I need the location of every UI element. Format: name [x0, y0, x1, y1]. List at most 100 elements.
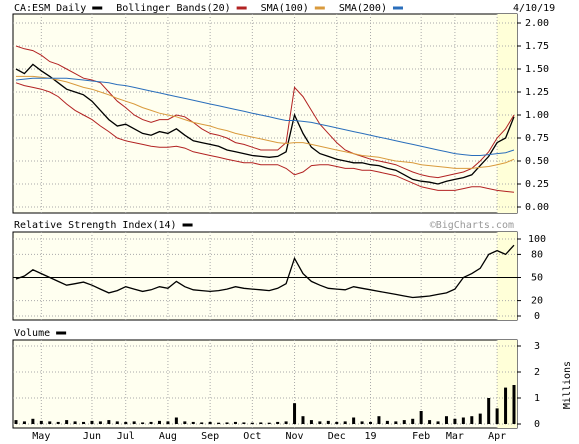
legend-label: SMA(200)	[339, 3, 387, 14]
x-tick-label: Jun	[83, 431, 101, 442]
volume-bar	[48, 421, 52, 424]
volume-bar	[90, 420, 94, 424]
series-line	[15, 63, 515, 185]
volume-bar	[318, 421, 322, 424]
volume-bar	[259, 422, 263, 424]
legend-swatch	[236, 6, 247, 10]
legend-label: Bollinger Bands(20)	[116, 3, 230, 14]
volume-bar	[124, 421, 128, 424]
legend-swatch	[92, 6, 103, 10]
y-tick-label: 2.00	[525, 18, 549, 29]
volume-bar	[293, 403, 297, 424]
volume-bar	[352, 417, 356, 424]
volume-bar	[470, 416, 474, 424]
volume-bar	[225, 422, 229, 424]
x-tick-label: Aug	[159, 431, 177, 442]
y-tick-label: 50	[531, 273, 543, 284]
y-tick-label: 0	[534, 311, 540, 322]
volume-bar	[98, 421, 102, 424]
volume-bar	[157, 420, 161, 424]
x-tick-label: Feb	[412, 431, 430, 442]
x-tick-label: Mar	[446, 431, 464, 442]
volume-bar	[141, 422, 145, 424]
volume-bar	[369, 421, 373, 424]
volume-bar	[22, 421, 26, 424]
volume-bar	[436, 421, 440, 424]
volume-bar	[385, 420, 389, 424]
volume-bar	[73, 421, 77, 424]
series-line	[15, 82, 515, 193]
plot-area	[12, 13, 518, 214]
legend-swatch	[56, 331, 67, 335]
y-tick-label: 0.00	[525, 202, 549, 213]
volume-bar	[504, 387, 508, 424]
y-axis-label: Millions	[562, 361, 573, 409]
volume-bar	[487, 398, 491, 424]
volume-bar	[326, 420, 330, 424]
x-tick-label: Apr	[488, 431, 506, 442]
volume-bar	[242, 422, 246, 424]
x-tick-label: 19	[364, 431, 376, 442]
x-tick-label: Dec	[328, 431, 346, 442]
y-tick-label: 1.00	[525, 110, 549, 121]
volume-bar	[208, 421, 212, 424]
volume-bar	[419, 411, 423, 424]
volume-bar	[343, 421, 347, 424]
volume-bar	[478, 413, 482, 424]
legend-label: SMA(100)	[261, 3, 309, 14]
volume-bar	[276, 421, 280, 424]
y-tick-label: 0.50	[525, 156, 549, 167]
volume-bar	[14, 420, 18, 424]
legend-swatch	[182, 223, 193, 227]
legend-swatch	[392, 6, 403, 10]
series-line	[15, 244, 515, 299]
volume-bar	[428, 420, 432, 424]
volume-bar	[200, 422, 204, 424]
y-tick-label: 0.25	[525, 179, 549, 190]
y-tick-label: 0.75	[525, 133, 549, 144]
volume-bar	[444, 416, 448, 424]
volume-bar	[82, 421, 86, 424]
x-tick-label: Oct	[243, 431, 261, 442]
plot-area	[12, 231, 518, 321]
volume-bar	[309, 420, 313, 424]
volume-bar	[495, 408, 499, 424]
y-tick-label: 1.75	[525, 41, 549, 52]
volume-bar	[394, 421, 398, 424]
y-tick-label: 1.25	[525, 87, 549, 98]
plot-highlight	[497, 232, 517, 320]
volume-bar	[335, 421, 339, 424]
volume-bar	[402, 420, 406, 424]
legend-label: Relative Strength Index(14)	[14, 220, 177, 231]
legend-swatch	[314, 6, 325, 10]
series-line	[15, 77, 515, 156]
volume-bar	[183, 421, 187, 424]
y-tick-label: 3	[534, 341, 540, 352]
volume-bar	[217, 422, 221, 424]
volume-bar	[65, 420, 69, 424]
volume-bar	[301, 416, 305, 424]
series-line	[15, 45, 515, 179]
series-line	[16, 75, 515, 169]
y-tick-label: 100	[528, 234, 546, 245]
x-tick-label: Sep	[201, 431, 219, 442]
volume-bar	[132, 421, 136, 424]
watermark: ©BigCharts.com	[430, 220, 514, 231]
volume-bar	[233, 421, 237, 424]
x-tick-label: Nov	[286, 431, 304, 442]
volume-bar	[411, 418, 415, 424]
y-tick-label: 2	[534, 367, 540, 378]
legend-label: Volume	[14, 328, 50, 339]
legend-label: CA:ESM Daily	[14, 3, 86, 14]
volume-bar	[56, 421, 60, 424]
volume-bar	[377, 416, 381, 424]
volume-bar	[166, 421, 170, 424]
y-tick-label: 0	[534, 419, 540, 430]
plot-area	[12, 339, 518, 429]
volume-bar	[39, 420, 43, 424]
y-tick-label: 1.50	[525, 64, 549, 75]
volume-bar	[31, 418, 35, 424]
volume-bar	[107, 420, 111, 424]
volume-bar	[461, 417, 465, 424]
